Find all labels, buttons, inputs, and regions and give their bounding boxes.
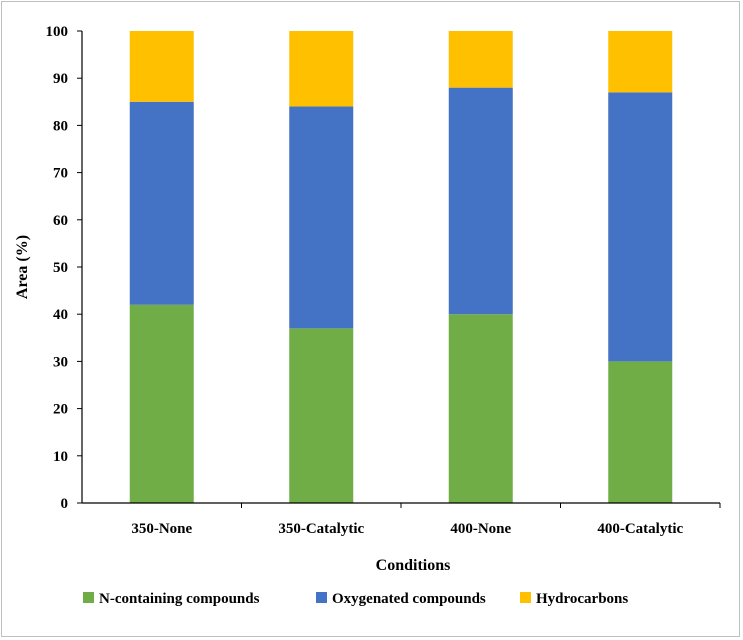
bar-350-none-n-containing-compounds [129, 304, 194, 503]
legend-label: N-containing compounds [99, 591, 260, 607]
bar-400-catalytic-oxygenated-compounds [608, 92, 673, 362]
bar-350-catalytic-n-containing-compounds [289, 328, 354, 503]
bar-400-none-n-containing-compounds [448, 314, 513, 503]
x-tick-label: 400-Catalytic [597, 521, 683, 537]
bar-350-none-oxygenated-compounds [129, 101, 194, 305]
y-tick-label: 20 [53, 402, 68, 418]
bars-layer [129, 31, 673, 503]
y-tick-label: 10 [53, 449, 68, 465]
y-tick-label: 30 [53, 354, 68, 370]
legend-label: Oxygenated compounds [332, 591, 486, 607]
bar-400-catalytic-hydrocarbons [608, 31, 673, 93]
legend-swatch [520, 592, 531, 603]
y-tick-label: 0 [61, 496, 69, 512]
bar-400-none-hydrocarbons [448, 31, 513, 88]
x-axis-title: Conditions [376, 557, 451, 574]
y-tick-labels: 0 10 20 30 40 50 60 70 80 90 100 [46, 24, 82, 512]
legend-swatch [83, 592, 94, 603]
bar-350-none-hydrocarbons [129, 31, 194, 102]
y-tick-label: 80 [53, 118, 68, 134]
legend-swatch [316, 592, 327, 603]
legend-item-hydrocarbons: Hydrocarbons [520, 591, 628, 607]
y-tick-label: 60 [53, 213, 68, 229]
y-tick-label: 70 [53, 166, 68, 182]
y-tick-label: 50 [53, 260, 68, 276]
bar-350-catalytic-oxygenated-compounds [289, 106, 354, 329]
x-tick-label: 350-Catalytic [278, 521, 364, 537]
bar-400-catalytic-n-containing-compounds [608, 361, 673, 503]
legend: N-containing compounds Oxygenated compoun… [83, 591, 628, 607]
x-tick-labels: 350-None 350-Catalytic 400-None 400-Catalyt… [131, 503, 721, 537]
bar-400-none-oxygenated-compounds [448, 87, 513, 315]
y-axis-title: Area (%) [14, 235, 31, 299]
x-tick-label: 350-None [131, 521, 192, 537]
x-tick-label: 400-None [450, 521, 511, 537]
y-tick-label: 90 [53, 71, 68, 87]
y-tick-label: 100 [46, 24, 69, 40]
legend-item-n-containing-compounds: N-containing compounds [83, 591, 260, 607]
bar-350-catalytic-hydrocarbons [289, 31, 354, 107]
legend-label: Hydrocarbons [536, 591, 628, 607]
legend-item-oxygenated-compounds: Oxygenated compounds [316, 591, 486, 607]
y-tick-label: 40 [53, 307, 68, 323]
